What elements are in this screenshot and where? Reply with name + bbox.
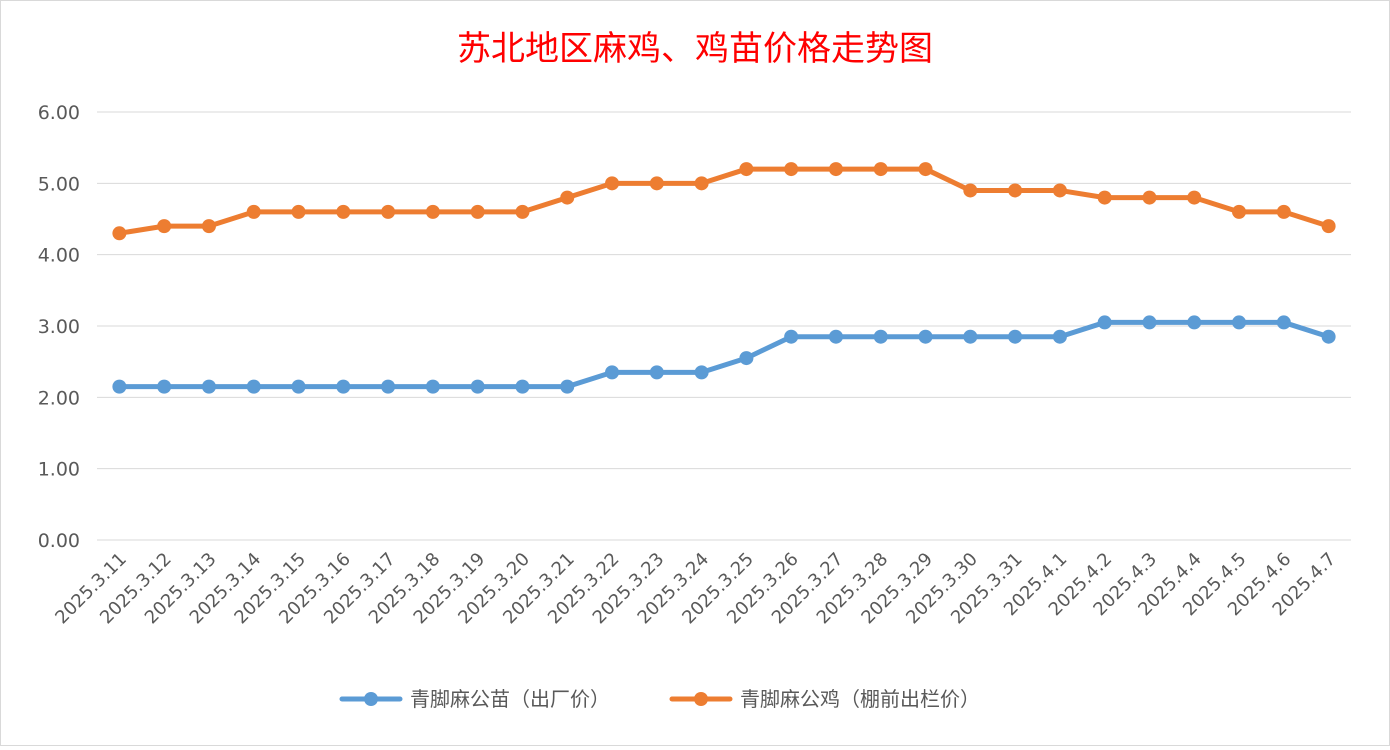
data-point-series-2 [1187, 190, 1202, 205]
data-point-series-1 [560, 379, 575, 394]
data-point-series-1 [1142, 315, 1157, 330]
series-line-2 [116, 166, 1332, 236]
data-point-series-2 [246, 204, 261, 219]
data-point-series-1 [784, 329, 799, 344]
y-axis-ticks: 0.00 1.00 2.00 3.00 4.00 5.00 6.00 [38, 102, 80, 552]
data-point-series-1 [739, 351, 754, 366]
series-line-1 [116, 319, 1332, 390]
legend-label-series-1: 青脚麻公苗（出厂价） [410, 687, 610, 711]
data-point-series-1 [291, 379, 306, 394]
data-point-series-1 [425, 379, 440, 394]
data-point-series-1 [470, 379, 485, 394]
data-point-series-1 [112, 379, 127, 394]
data-point-series-2 [112, 226, 127, 241]
data-point-series-2 [649, 176, 664, 191]
data-point-series-1 [918, 329, 933, 344]
series-2 [112, 162, 1336, 241]
data-point-series-1 [1321, 329, 1336, 344]
data-point-series-2 [1276, 204, 1291, 219]
data-point-series-2 [470, 204, 485, 219]
data-point-series-2 [1008, 183, 1023, 198]
data-point-series-1 [694, 365, 709, 380]
gridlines [97, 111, 1351, 541]
data-point-series-1 [1008, 329, 1023, 344]
data-point-series-2 [918, 162, 933, 177]
data-point-series-2 [828, 162, 843, 177]
data-point-series-2 [784, 162, 799, 177]
data-point-series-1 [649, 365, 664, 380]
data-point-series-1 [246, 379, 261, 394]
data-point-series-2 [873, 162, 888, 177]
data-point-series-1 [157, 379, 172, 394]
series-group [112, 162, 1336, 394]
legend: 青脚麻公苗（出厂价） 青脚麻公鸡（棚前出栏价） [339, 687, 980, 711]
data-point-series-1 [605, 365, 620, 380]
data-point-series-2 [291, 204, 306, 219]
y-tick-label: 1.00 [38, 459, 80, 481]
chart-title: 苏北地区麻鸡、鸡苗价格走势图 [457, 29, 933, 69]
data-point-series-1 [1097, 315, 1112, 330]
data-point-series-2 [1142, 190, 1157, 205]
data-point-series-2 [963, 183, 978, 198]
data-point-series-2 [157, 219, 172, 234]
legend-label-series-2: 青脚麻公鸡（棚前出栏价） [740, 687, 980, 711]
data-point-series-2 [1232, 204, 1247, 219]
y-tick-label: 4.00 [38, 245, 80, 267]
data-point-series-1 [1276, 315, 1291, 330]
data-point-series-2 [1321, 219, 1336, 234]
data-point-series-1 [1232, 315, 1247, 330]
data-point-series-1 [381, 379, 396, 394]
legend-swatch-marker-series-2 [694, 692, 708, 706]
data-point-series-1 [336, 379, 351, 394]
data-point-series-2 [560, 190, 575, 205]
series-1 [112, 315, 1336, 394]
legend-swatch-marker-series-1 [364, 692, 378, 706]
data-point-series-1 [201, 379, 216, 394]
data-point-series-1 [873, 329, 888, 344]
data-point-series-2 [605, 176, 620, 191]
y-tick-label: 6.00 [38, 102, 80, 124]
data-point-series-1 [515, 379, 530, 394]
data-point-series-2 [739, 162, 754, 177]
data-point-series-2 [381, 204, 396, 219]
data-point-series-2 [515, 204, 530, 219]
data-point-series-1 [1052, 329, 1067, 344]
data-point-series-1 [1187, 315, 1202, 330]
y-tick-label: 2.00 [38, 387, 80, 409]
data-point-series-2 [694, 176, 709, 191]
data-point-series-2 [1052, 183, 1067, 198]
data-point-series-2 [336, 204, 351, 219]
data-point-series-1 [963, 329, 978, 344]
data-point-series-1 [828, 329, 843, 344]
y-tick-label: 3.00 [38, 316, 80, 338]
data-point-series-2 [201, 219, 216, 234]
data-point-series-2 [1097, 190, 1112, 205]
y-tick-label: 5.00 [38, 173, 80, 195]
data-point-series-2 [425, 204, 440, 219]
y-tick-label: 0.00 [38, 530, 80, 552]
